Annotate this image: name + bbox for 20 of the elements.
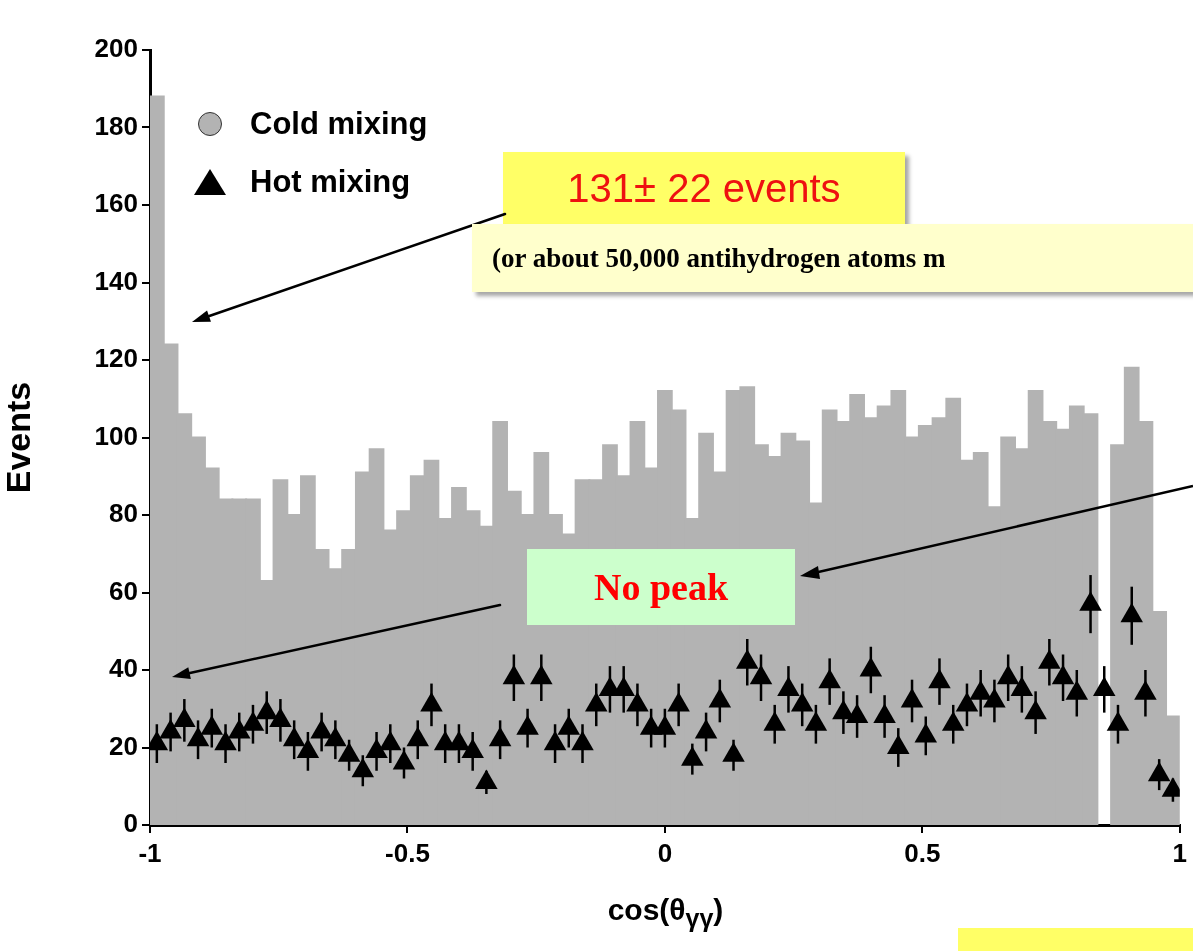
y-tick-label: 80 [109,498,138,529]
y-tick-label: 140 [94,265,138,296]
y-tick-label: 60 [109,575,138,606]
y-tick-label: 40 [109,653,138,684]
x-axis-title: cos(θ$_{γγ}$) [606,893,725,933]
y-tick-label: 0 [123,808,138,839]
y-tick-label: 20 [109,730,138,761]
y-tick-label: 200 [94,33,138,64]
x-tick-label: -0.5 [385,837,430,868]
x-tick-label: 0.5 [904,837,941,868]
y-tick-label: 120 [94,343,138,374]
x-tick-label: 0 [657,837,673,868]
legend-label: Hot mixing [250,164,411,200]
x-tick-label: -1 [138,837,162,868]
legend-label: Cold mixing [250,106,428,142]
x-tick-label: 1 [1172,837,1187,868]
y-tick-label: 180 [94,110,138,141]
y-tick-label: 100 [94,420,138,451]
y-tick-label: 160 [94,188,138,219]
y-axis-title: Events [0,381,37,494]
